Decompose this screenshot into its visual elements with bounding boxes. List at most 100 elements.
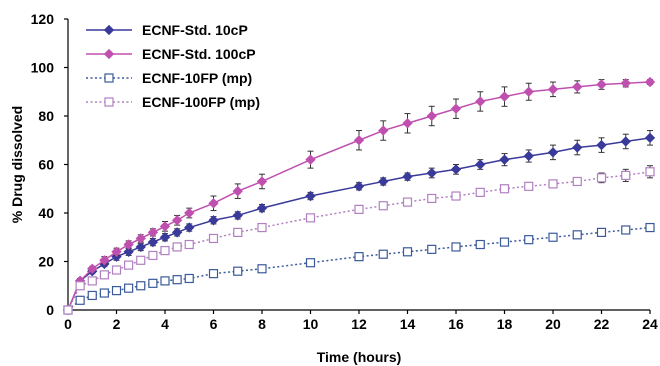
data-point [596, 79, 607, 90]
data-point [644, 76, 656, 88]
data-point [572, 230, 582, 240]
data-point [305, 258, 316, 268]
x-tick-label: 14 [400, 316, 416, 332]
y-axis-ticks: 0 20 40 60 80 100 120 [31, 11, 68, 318]
y-tick-label: 120 [31, 11, 55, 27]
data-point [354, 252, 364, 262]
data-point [75, 281, 85, 291]
data-point [208, 215, 219, 226]
data-point [148, 278, 158, 288]
axes [67, 19, 650, 311]
legend-label: ECNF-Std. 100cP [142, 46, 256, 62]
data-point [644, 132, 656, 143]
data-point [160, 245, 170, 256]
data-point [87, 263, 98, 274]
data-point [378, 176, 389, 187]
y-tick-label: 60 [38, 157, 54, 173]
data-point [172, 275, 182, 285]
series-line [67, 137, 651, 311]
data-point [136, 255, 146, 265]
data-point [402, 247, 413, 257]
x-tick-label: 16 [448, 316, 464, 332]
data-point [124, 260, 134, 270]
data-point [305, 190, 316, 202]
data-point [548, 179, 558, 189]
legend-label: ECNF-100FP (mp) [142, 94, 260, 110]
x-tick-label: 10 [303, 316, 319, 332]
data-point [548, 232, 558, 242]
y-tick-label: 40 [38, 205, 54, 221]
data-point [111, 246, 122, 257]
data-point [171, 227, 183, 238]
x-tick-label: 6 [210, 316, 218, 332]
data-point [171, 215, 183, 226]
data-point [621, 170, 631, 181]
data-point [378, 201, 388, 211]
data-point [475, 96, 486, 107]
data-point [426, 167, 437, 179]
data-point [184, 273, 194, 284]
data-point [451, 242, 461, 252]
plot-area [62, 76, 656, 316]
data-point [499, 91, 510, 102]
y-tick-label: 0 [46, 302, 54, 318]
data-point [354, 204, 364, 214]
data-point [645, 222, 655, 233]
x-axis-ticks: 0 2 4 6 8 10 12 14 16 18 20 22 24 [64, 310, 658, 332]
data-point [148, 250, 158, 261]
data-point [475, 239, 485, 250]
data-point [233, 266, 243, 276]
legend-item: ECNF-Std. 100cP [86, 46, 256, 62]
data-point [450, 164, 462, 175]
data-point [232, 210, 243, 221]
y-tick-label: 80 [38, 108, 54, 124]
data-point [136, 281, 146, 291]
data-point [135, 241, 146, 253]
data-point [184, 207, 195, 219]
series-line [67, 81, 651, 311]
series-line [67, 171, 651, 311]
data-point [172, 242, 182, 252]
data-point [232, 186, 243, 197]
data-point [99, 270, 109, 280]
x-tick-label: 4 [161, 316, 169, 332]
data-point [572, 142, 583, 153]
series-3 [63, 222, 655, 315]
data-point [123, 246, 134, 257]
data-point [524, 235, 534, 245]
data-point [184, 222, 195, 233]
x-tick-label: 2 [113, 316, 121, 332]
x-tick-label: 12 [351, 316, 367, 332]
data-point [99, 255, 110, 266]
data-point [402, 118, 413, 129]
data-point [257, 264, 267, 274]
data-point [233, 227, 243, 237]
data-point [499, 154, 510, 165]
data-point [104, 73, 114, 83]
data-point [378, 249, 388, 259]
data-point [305, 154, 316, 165]
y-tick-label: 100 [31, 60, 55, 76]
data-point [402, 171, 413, 182]
data-point [159, 232, 171, 243]
data-point [353, 135, 365, 146]
x-tick-label: 22 [594, 316, 610, 332]
data-point [596, 173, 607, 183]
data-point [104, 97, 114, 107]
data-point [147, 236, 159, 248]
data-point [159, 221, 171, 232]
data-point [596, 139, 607, 151]
data-point [256, 176, 268, 187]
legend: ECNF-Std. 10cP ECNF-Std. 100cP ECNF-10FP (… [86, 22, 260, 110]
data-point [87, 290, 97, 301]
data-point [645, 167, 655, 177]
data-point [621, 225, 631, 235]
data-point [353, 181, 365, 192]
series-4 [63, 165, 655, 315]
data-point [475, 159, 486, 170]
data-point [620, 136, 631, 147]
data-point [103, 48, 115, 60]
data-point [123, 239, 134, 250]
data-point [475, 187, 485, 197]
